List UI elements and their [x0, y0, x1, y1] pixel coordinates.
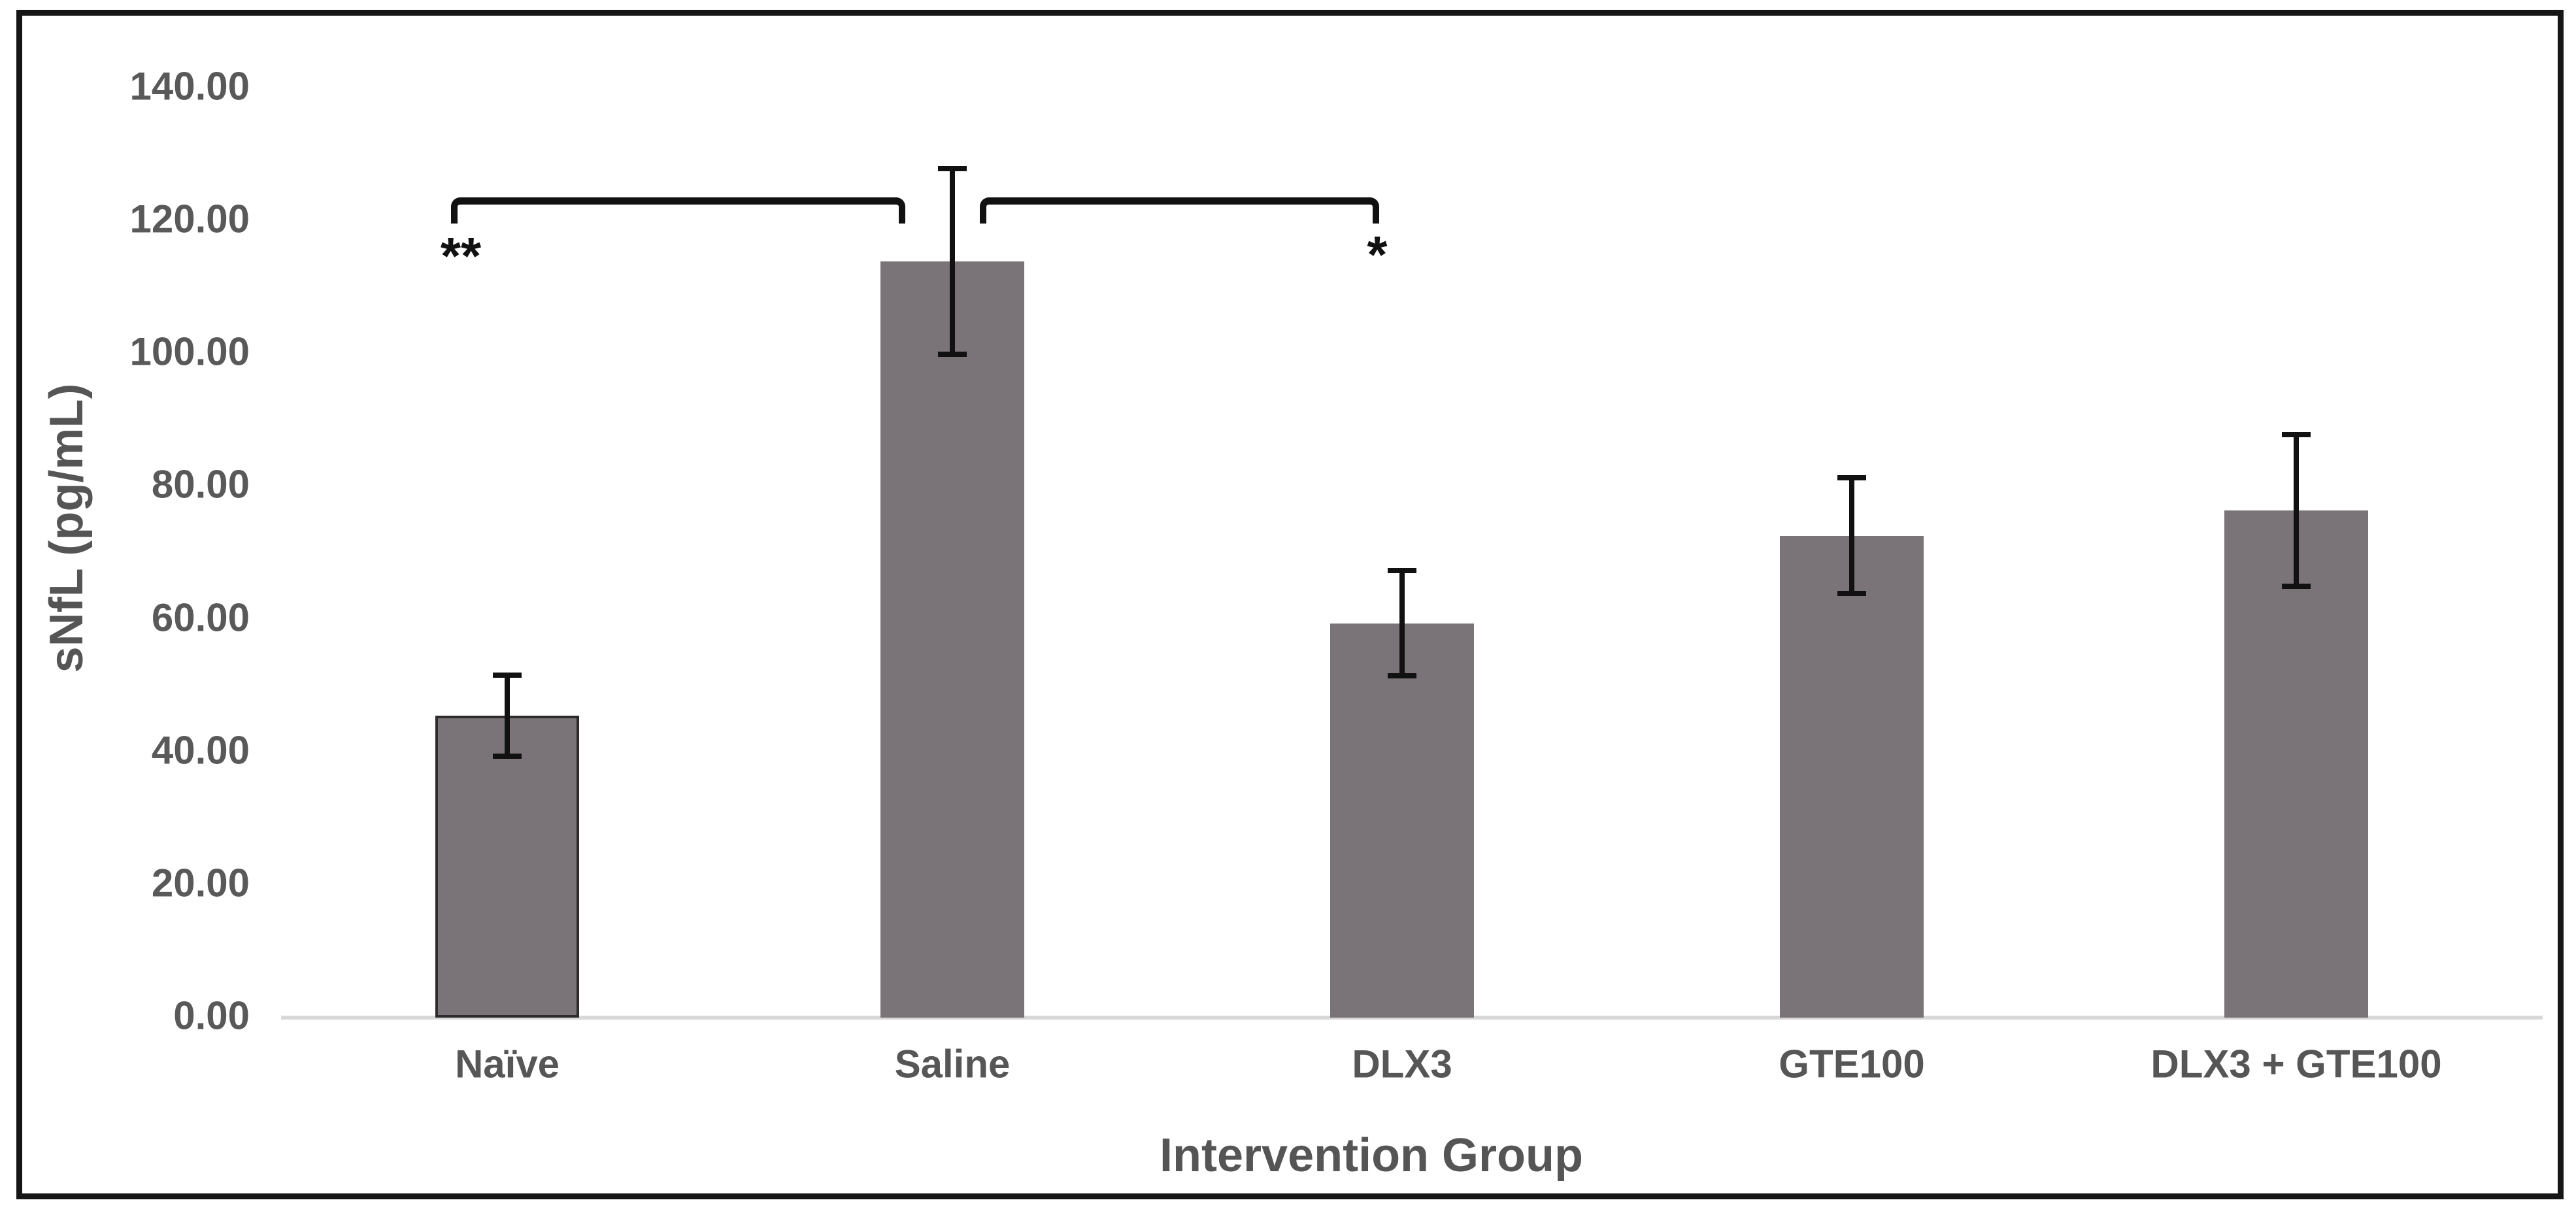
category-label-GTE100: GTE100 [1779, 1042, 1925, 1086]
error-bar-cap-top [2282, 432, 2311, 438]
y-tick-label: 60.00 [151, 595, 250, 640]
error-bar-line [505, 674, 510, 756]
category-label-DLX3 + GTE100: DLX3 + GTE100 [2150, 1042, 2442, 1086]
error-bar-line [950, 168, 955, 355]
y-tick-label: 120.00 [129, 197, 250, 241]
error-bar-cap-top [938, 165, 967, 171]
y-tick-label: 100.00 [129, 330, 250, 374]
error-bar-cap-bottom [1837, 590, 1866, 596]
error-bar-cap-bottom [1388, 673, 1416, 678]
category-label-Naïve: Naïve [454, 1042, 560, 1086]
bar-DLX3 [1330, 623, 1474, 1018]
error-bar-cap-top [1837, 475, 1866, 481]
error-bar-line [1399, 571, 1405, 676]
y-tick-label: 140.00 [129, 64, 250, 108]
error-bar-line [2294, 435, 2299, 586]
error-bar-cap-top [493, 672, 522, 678]
category-label-DLX3: DLX3 [1352, 1042, 1452, 1086]
bar-GTE100 [1780, 535, 1924, 1018]
y-axis-title: sNfL (pg/mL) [41, 383, 93, 673]
bar-Saline [880, 261, 1024, 1018]
significance-bracket-Naïve-Saline [451, 197, 905, 224]
error-bar-line [1849, 478, 1854, 593]
error-bar-cap-bottom [938, 352, 967, 358]
y-tick-label: 20.00 [151, 861, 250, 905]
category-label-Saline: Saline [894, 1042, 1011, 1086]
error-bar-cap-bottom [493, 753, 522, 759]
bar-Naïve [435, 715, 579, 1018]
y-tick-label: 80.00 [151, 463, 250, 507]
y-tick-label: 0.00 [173, 993, 250, 1038]
chart-outer-border [16, 10, 2564, 1199]
error-bar-cap-bottom [2282, 583, 2311, 589]
x-axis-line [281, 1016, 2543, 1020]
significance-marker: ** [440, 227, 482, 285]
significance-bracket-Saline-DLX3 [980, 197, 1379, 224]
x-axis-title: Intervention Group [1160, 1129, 1583, 1182]
significance-marker: * [1367, 225, 1388, 284]
error-bar-cap-top [1388, 568, 1416, 574]
y-tick-label: 40.00 [151, 728, 250, 773]
bar-DLX3 + GTE100 [2224, 510, 2368, 1018]
